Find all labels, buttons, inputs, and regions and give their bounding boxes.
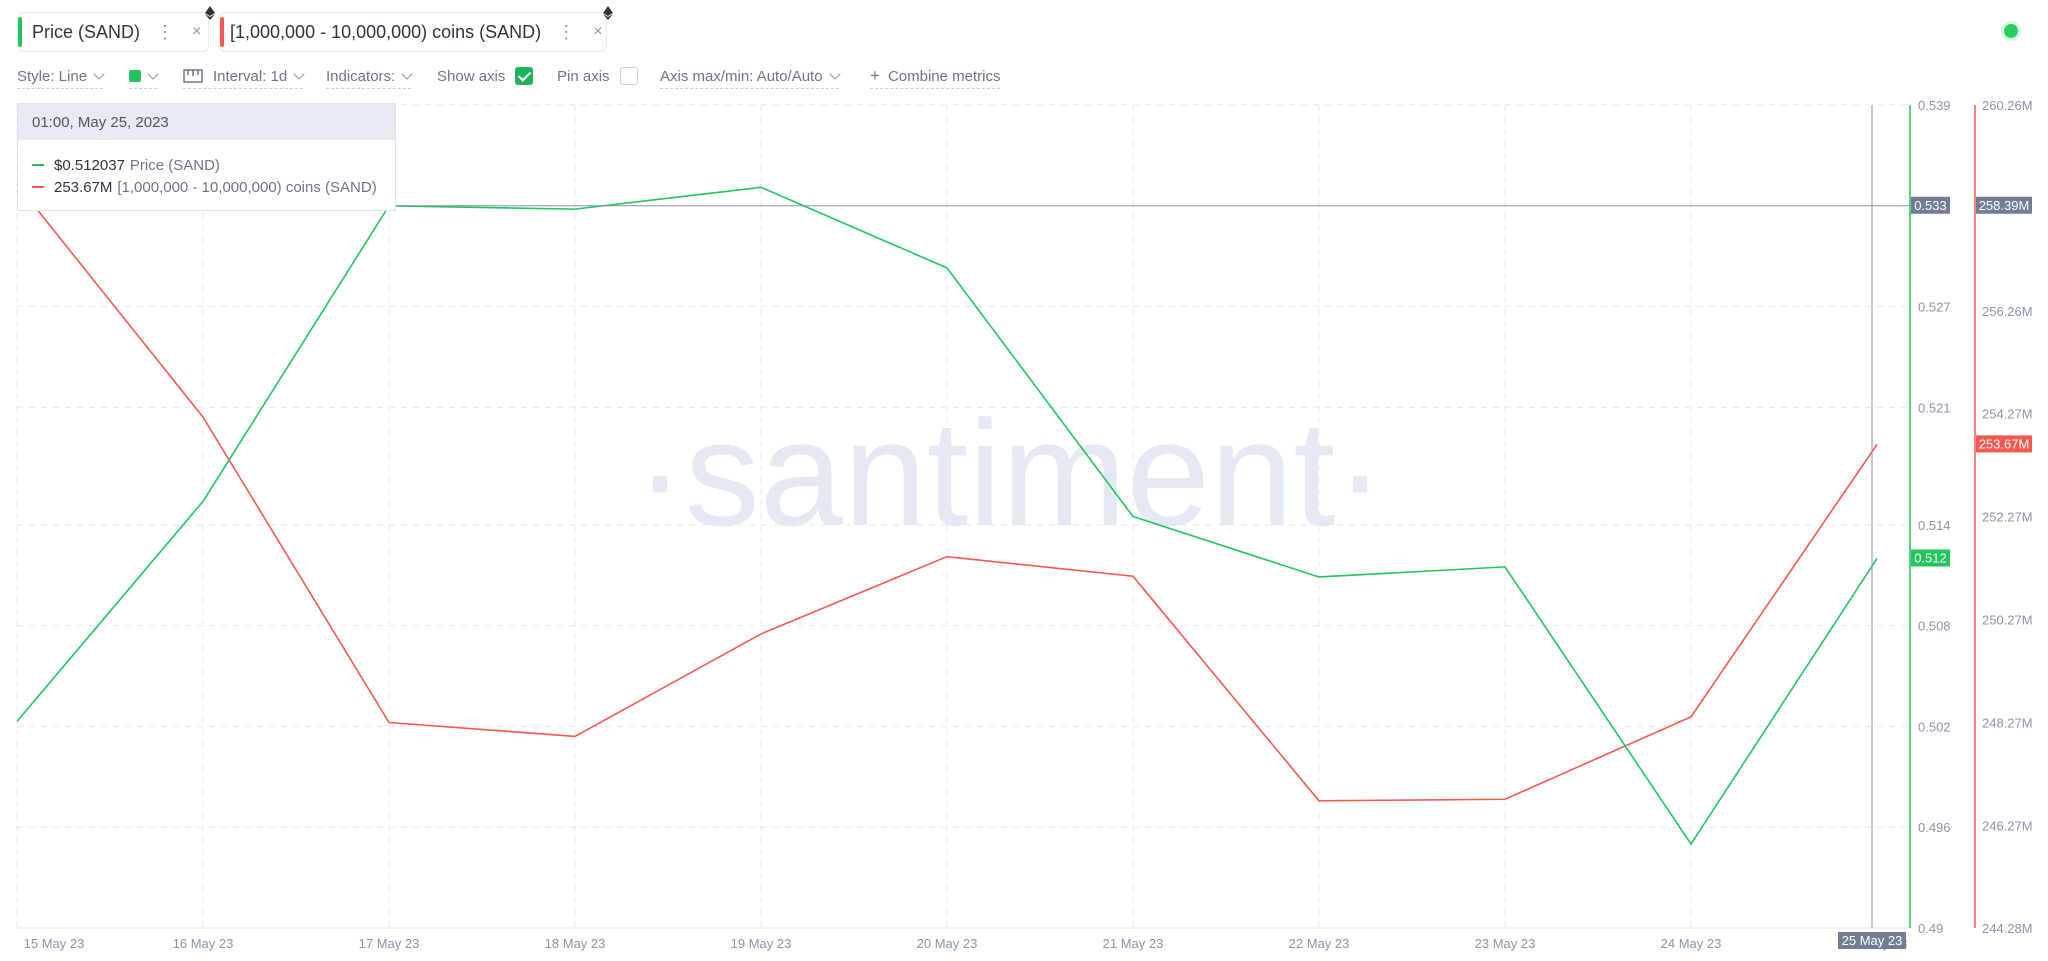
x-tick-label: 17 May 23 bbox=[359, 936, 420, 951]
ethereum-icon bbox=[603, 6, 613, 20]
metric-tab-price[interactable]: Price (SAND) ⋮ × bbox=[17, 6, 215, 52]
legend-swatch bbox=[32, 186, 44, 188]
crosshair-x-label-bg bbox=[1838, 932, 1906, 949]
series-line-price bbox=[16, 186, 1878, 846]
show-axis-label: Show axis bbox=[437, 67, 506, 85]
pin-axis-checkbox[interactable] bbox=[619, 67, 638, 85]
pin-axis-toggle[interactable]: Pin axis bbox=[557, 64, 638, 88]
legend-swatch bbox=[32, 164, 44, 166]
x-tick-label: 15 May 23 bbox=[24, 936, 85, 951]
interval-label: Interval: 1d bbox=[213, 67, 288, 85]
hover-tooltip: 01:00, May 25, 2023 $0.512037 Price (SAN… bbox=[17, 103, 396, 211]
axis-maxmin-dropdown[interactable]: Axis max/min: Auto/Auto bbox=[660, 64, 841, 89]
x-tick-label: 23 May 23 bbox=[1475, 936, 1536, 951]
style-dropdown[interactable]: Style: Line bbox=[17, 64, 105, 89]
tooltip-metric-name: [1,000,000 - 10,000,000) coins (SAND) bbox=[117, 178, 377, 196]
grid bbox=[16, 104, 1910, 929]
y2-tick-label: 248.27M bbox=[1982, 716, 2033, 731]
y-tick-label: 0.496 bbox=[1918, 820, 1951, 835]
x-tick-label: 20 May 23 bbox=[917, 936, 978, 951]
y2-tick-label: 250.27M bbox=[1982, 613, 2033, 628]
y-tick-label: 0.539 bbox=[1918, 98, 1951, 113]
color-swatch bbox=[129, 70, 141, 82]
metric-menu-icon[interactable]: ⋮ bbox=[557, 21, 576, 42]
chevron-down-icon bbox=[401, 68, 413, 80]
metric-color-bar bbox=[220, 17, 224, 47]
x-tick-label: 24 May 23 bbox=[1661, 936, 1722, 951]
watermark: ·santiment· bbox=[635, 389, 1385, 557]
current-price-label: 0.512 bbox=[1914, 550, 1947, 565]
y2-tick-label: 260.26M bbox=[1982, 98, 2033, 113]
y-tick-label: 0.521 bbox=[1918, 400, 1951, 415]
y2-tick-label: 256.26M bbox=[1982, 304, 2033, 319]
chevron-down-icon bbox=[828, 68, 841, 80]
metric-tab-label: [1,000,000 - 10,000,000) coins (SAND) bbox=[230, 21, 542, 42]
chevron-down-icon bbox=[93, 68, 105, 80]
y2-tick-label: 254.27M bbox=[1982, 406, 2033, 421]
crosshair-y2-label-bg bbox=[1976, 196, 2032, 214]
x-tick-label: 21 May 23 bbox=[1103, 936, 1164, 951]
tooltip-value: $0.512037 bbox=[54, 156, 125, 174]
x-tick-label: 19 May 23 bbox=[731, 936, 792, 951]
plus-icon: + bbox=[870, 66, 880, 85]
color-dropdown[interactable] bbox=[129, 64, 159, 89]
y-tick-label: 0.508 bbox=[1918, 619, 1951, 634]
status-dot bbox=[2004, 24, 2018, 38]
close-icon[interactable]: × bbox=[192, 23, 202, 40]
combine-metrics-button[interactable]: + Combine metrics bbox=[870, 64, 1001, 89]
y2-tick-label: 252.27M bbox=[1982, 510, 2033, 525]
series-line-coins bbox=[16, 183, 1878, 802]
x-tick-label: 22 May 23 bbox=[1289, 936, 1350, 951]
ethereum-icon bbox=[205, 6, 215, 20]
chevron-down-icon bbox=[293, 68, 305, 80]
line-chart[interactable]: ·santiment· 0.5390.5270.5210.5140.5080.5… bbox=[0, 95, 2048, 961]
pin-axis-label: Pin axis bbox=[557, 67, 610, 85]
show-axis-toggle[interactable]: Show axis bbox=[437, 64, 534, 88]
chevron-down-icon bbox=[147, 68, 159, 80]
crosshair-y-label: 0.533 bbox=[1914, 198, 1947, 213]
crosshair-x-label: 25 May 23 bbox=[1842, 933, 1903, 948]
axis-maxmin-label: Axis max/min: Auto/Auto bbox=[660, 67, 823, 85]
metric-menu-icon[interactable]: ⋮ bbox=[156, 21, 175, 42]
crosshair-y2-label: 258.39M bbox=[1979, 198, 2030, 213]
tooltip-row-coins: 253.67M [1,000,000 - 10,000,000) coins (… bbox=[32, 176, 395, 198]
y-tick-label: 0.514 bbox=[1918, 518, 1951, 533]
crosshair-y-label-bg bbox=[1911, 196, 1950, 214]
metric-color-bar bbox=[18, 17, 22, 47]
metric-tab-coins[interactable]: [1,000,000 - 10,000,000) coins (SAND) ⋮ … bbox=[219, 6, 613, 52]
x-tick-label: 18 May 23 bbox=[545, 936, 606, 951]
y-tick-label: 0.502 bbox=[1918, 719, 1951, 734]
y2-tick-label: 244.28M bbox=[1982, 921, 2033, 936]
tooltip-row-price: $0.512037 Price (SAND) bbox=[32, 154, 395, 176]
indicators-dropdown[interactable]: Indicators: bbox=[326, 64, 413, 89]
x-tick-label: 16 May 23 bbox=[173, 936, 234, 951]
metric-tab-label: Price (SAND) bbox=[32, 21, 141, 42]
y2-tick-label: 246.27M bbox=[1982, 819, 2033, 834]
tooltip-date: 01:00, May 25, 2023 bbox=[18, 104, 395, 140]
current-coins-label: 253.67M bbox=[1979, 436, 2030, 451]
style-label: Style: Line bbox=[17, 67, 88, 85]
current-coins-label-bg bbox=[1976, 435, 2032, 453]
y-tick-label: 0.527 bbox=[1918, 300, 1951, 315]
tooltip-value: 253.67M bbox=[54, 178, 113, 196]
interval-dropdown[interactable]: Interval: 1d bbox=[183, 64, 305, 89]
close-icon[interactable]: × bbox=[593, 23, 603, 40]
current-price-label-bg bbox=[1911, 549, 1950, 567]
axes: 0.539 0.527 0.521 0.514 0.508 0.502 0.496 0.49 2… bbox=[24, 98, 2033, 951]
show-axis-checkbox[interactable] bbox=[515, 67, 534, 85]
ruler-icon bbox=[183, 69, 203, 83]
y-tick-label: 0.49 bbox=[1918, 921, 1943, 936]
tooltip-metric-name: Price (SAND) bbox=[129, 156, 220, 174]
combine-metrics-label: Combine metrics bbox=[887, 67, 1001, 85]
indicators-label: Indicators: bbox=[326, 67, 396, 85]
